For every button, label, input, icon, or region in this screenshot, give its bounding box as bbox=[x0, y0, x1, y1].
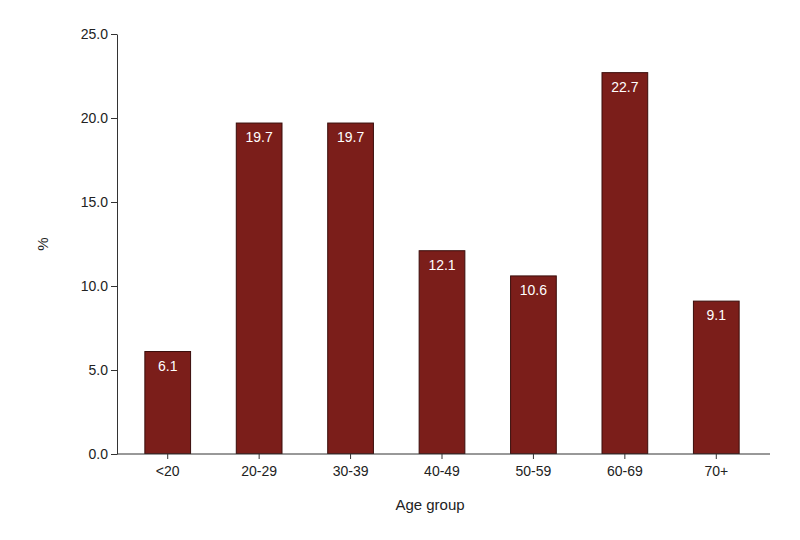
tick: 50-59 bbox=[516, 454, 552, 479]
bar bbox=[419, 251, 465, 454]
tick-label: 40-49 bbox=[424, 463, 460, 479]
tick-label: 10.0 bbox=[81, 278, 108, 294]
tick-mark bbox=[111, 118, 117, 119]
data-label: 9.1 bbox=[707, 307, 727, 323]
tick: 70+ bbox=[704, 454, 728, 479]
axis-line bbox=[117, 35, 118, 455]
tick: 20.0 bbox=[81, 110, 117, 126]
tick-mark bbox=[111, 370, 117, 371]
bar bbox=[236, 123, 282, 454]
tick-label: 25.0 bbox=[81, 26, 108, 42]
data-label: 12.1 bbox=[428, 257, 455, 273]
tick-mark bbox=[259, 454, 260, 459]
y-axis: 0.0 5.0 10.0 15.0 20.0 25.0 bbox=[81, 26, 118, 462]
tick: 15.0 bbox=[81, 194, 117, 210]
data-labels: 6.1 19.7 19.7 12.1 10.6 22.7 9.1 bbox=[158, 79, 726, 374]
tick: 0.0 bbox=[89, 446, 117, 462]
tick-label: 15.0 bbox=[81, 194, 108, 210]
tick: 5.0 bbox=[89, 362, 117, 378]
tick-mark bbox=[624, 454, 625, 459]
tick-mark bbox=[111, 286, 117, 287]
tick: 60-69 bbox=[607, 454, 643, 479]
axis-line bbox=[117, 454, 770, 455]
tick: <20 bbox=[156, 454, 180, 479]
tick-mark bbox=[442, 454, 443, 459]
bar bbox=[602, 73, 648, 454]
bar bbox=[328, 123, 374, 454]
bar bbox=[511, 276, 557, 454]
tick-mark bbox=[111, 202, 117, 203]
tick-label: 50-59 bbox=[516, 463, 552, 479]
x-axis: <20 20-29 30-39 40-49 50-59 60-69 70+ bbox=[117, 454, 770, 479]
data-label: 22.7 bbox=[611, 79, 638, 95]
tick-mark bbox=[533, 454, 534, 459]
tick-mark bbox=[111, 34, 117, 35]
data-label: 19.7 bbox=[246, 129, 273, 145]
tick-label: 20-29 bbox=[241, 463, 277, 479]
tick-label: 70+ bbox=[704, 463, 728, 479]
tick-label: 30-39 bbox=[333, 463, 369, 479]
chart: 0.0 5.0 10.0 15.0 20.0 25.0 <20 20-29 30-39 40-49… bbox=[0, 0, 800, 540]
tick-mark bbox=[350, 454, 351, 459]
bars bbox=[145, 73, 739, 454]
data-label: 10.6 bbox=[520, 282, 547, 298]
bar bbox=[145, 352, 191, 454]
tick-mark bbox=[167, 454, 168, 459]
tick-label: 60-69 bbox=[607, 463, 643, 479]
x-axis-title: Age group bbox=[395, 496, 464, 513]
tick: 40-49 bbox=[424, 454, 460, 479]
data-label: 19.7 bbox=[337, 129, 364, 145]
tick-mark bbox=[716, 454, 717, 459]
tick-label: 0.0 bbox=[89, 446, 109, 462]
tick-label: <20 bbox=[156, 463, 180, 479]
tick: 20-29 bbox=[241, 454, 277, 479]
data-label: 6.1 bbox=[158, 358, 178, 374]
tick-label: 20.0 bbox=[81, 110, 108, 126]
tick: 25.0 bbox=[81, 26, 117, 42]
tick: 30-39 bbox=[333, 454, 369, 479]
tick-label: 5.0 bbox=[89, 362, 109, 378]
bar bbox=[693, 301, 739, 454]
tick-mark bbox=[111, 454, 117, 455]
tick: 10.0 bbox=[81, 278, 117, 294]
y-axis-title: % bbox=[34, 237, 51, 250]
